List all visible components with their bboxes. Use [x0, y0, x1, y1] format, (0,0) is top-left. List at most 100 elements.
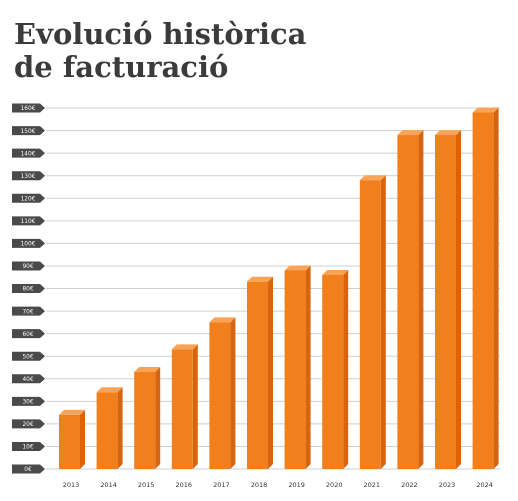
bar-front — [96, 392, 118, 469]
y-tick-label: 80€ — [22, 287, 33, 293]
y-tick-label: 60€ — [22, 332, 33, 338]
x-tick-label: 2017 — [213, 481, 230, 489]
x-tick-label: 2014 — [100, 481, 117, 489]
bar-front — [284, 270, 306, 469]
bar — [435, 130, 461, 469]
y-tick-badge — [12, 351, 45, 361]
bar-top — [134, 366, 161, 372]
bars — [59, 107, 499, 469]
y-tick-label: 140€ — [21, 151, 36, 157]
bar-front — [322, 274, 344, 469]
x-tick-label: 2018 — [251, 481, 268, 489]
y-tick: 110€ — [12, 216, 45, 226]
y-tick-label: 160€ — [21, 106, 36, 112]
bar-front — [209, 322, 231, 469]
y-tick-label: 70€ — [22, 309, 33, 315]
x-tick-label: 2016 — [176, 481, 193, 489]
bar-side — [493, 107, 499, 469]
y-tick-label: 130€ — [21, 174, 36, 180]
y-tick: 150€ — [12, 126, 45, 136]
y-axis-ticks: 0€ 10€ 20€ 30€ 40€ 50€ 60€ 70€ 80€ 90€ 100€ 110€ 120… — [12, 103, 45, 474]
y-tick: 40€ — [12, 374, 45, 384]
y-tick-badge — [12, 329, 45, 339]
y-tick-label: 50€ — [22, 354, 33, 360]
x-axis-ticks: 2013 2014 2015 2016 2017 2018 2019 2020 2021 2022… — [63, 481, 493, 489]
y-tick-badge — [12, 464, 45, 474]
y-tick-badge — [12, 419, 45, 429]
y-tick-label: 90€ — [22, 264, 33, 270]
y-tick-label: 40€ — [22, 377, 33, 383]
y-tick-badge — [12, 374, 45, 384]
y-tick-badge — [12, 193, 45, 203]
bar-front — [472, 112, 494, 469]
bar-side — [117, 387, 123, 469]
bar-side — [80, 409, 85, 469]
x-tick-label: 2021 — [364, 481, 381, 489]
bar — [359, 175, 386, 469]
x-tick-label: 2024 — [476, 481, 493, 489]
y-tick: 140€ — [12, 148, 45, 158]
y-tick-badge — [12, 284, 45, 293]
y-tick-badge — [12, 148, 45, 158]
bar-front — [397, 135, 419, 469]
bar — [96, 387, 123, 469]
y-tick-badge — [12, 126, 45, 136]
y-tick-label: 100€ — [21, 242, 36, 248]
chart-title-line-1: Evolució històrica — [14, 17, 307, 51]
y-tick: 80€ — [12, 284, 45, 293]
bar-front — [435, 135, 456, 469]
y-tick-badge — [12, 216, 45, 226]
bar-side — [418, 130, 424, 469]
bar-top — [359, 175, 386, 181]
bar-side — [155, 366, 161, 469]
bar-front — [171, 349, 193, 469]
bar-top — [59, 409, 85, 415]
y-tick-badge — [12, 238, 45, 248]
y-tick: 130€ — [12, 171, 45, 181]
y-tick: 70€ — [12, 306, 45, 316]
y-tick-label: 20€ — [22, 422, 33, 428]
y-tick: 20€ — [12, 419, 45, 429]
bar — [247, 276, 273, 469]
x-tick-label: 2022 — [401, 481, 418, 489]
bar-side — [456, 130, 461, 469]
bar-top — [209, 317, 236, 323]
bar-top — [247, 276, 273, 282]
bar — [171, 344, 198, 469]
y-tick-badge — [12, 441, 45, 451]
chart-title: Evolució històrica de facturació — [14, 18, 306, 84]
bar-top — [322, 269, 349, 275]
bar-front — [59, 414, 80, 469]
y-tick-badge — [12, 171, 45, 181]
y-tick: 160€ — [12, 103, 45, 113]
y-tick: 120€ — [12, 193, 45, 203]
bar — [284, 265, 311, 469]
bar-front — [134, 371, 156, 469]
y-tick: 0€ — [12, 464, 45, 474]
chart-title-line-2: de facturació — [14, 50, 229, 84]
bar — [472, 107, 499, 469]
y-tick: 100€ — [12, 238, 45, 248]
y-tick-label: 150€ — [21, 129, 36, 135]
y-tick: 60€ — [12, 329, 45, 339]
x-tick-label: 2019 — [288, 481, 305, 489]
bar-side — [268, 276, 273, 469]
x-tick-label: 2023 — [439, 481, 456, 489]
bar-side — [192, 344, 198, 469]
bar-side — [343, 269, 349, 469]
bar-top — [472, 107, 499, 113]
y-tick-label: 0€ — [24, 467, 32, 473]
bar-top — [96, 387, 123, 393]
y-tick: 90€ — [12, 261, 45, 271]
bar — [59, 409, 85, 469]
bar-top — [397, 130, 424, 136]
bar-side — [305, 265, 311, 469]
y-tick-label: 30€ — [22, 400, 33, 406]
bar-side — [230, 317, 236, 469]
x-tick-label: 2020 — [326, 481, 343, 489]
bar-top — [171, 344, 198, 350]
bar-front — [359, 180, 381, 469]
bar-side — [380, 175, 386, 469]
y-tick-badge — [12, 261, 45, 271]
